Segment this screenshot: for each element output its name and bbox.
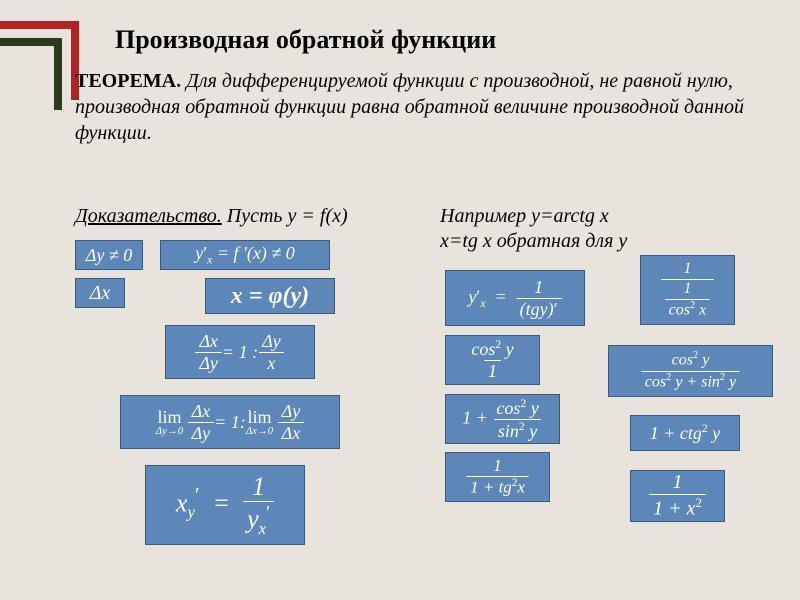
proof-line: Доказательство. Пусть y = f(x) bbox=[75, 205, 348, 228]
page-title: Производная обратной функции bbox=[115, 25, 496, 55]
txt: x bbox=[517, 478, 525, 497]
txt: 1 bbox=[669, 472, 687, 494]
txt: y bbox=[708, 423, 721, 443]
proof-body: Пусть y = f(x) bbox=[222, 205, 348, 227]
formula-box-ratio: ΔxΔy = 1 : Δy x bbox=[165, 325, 315, 379]
txt: y bbox=[247, 505, 259, 534]
txt: 1 + bbox=[462, 407, 492, 427]
formula-box-dx: Δx bbox=[75, 278, 125, 308]
txt: cos bbox=[672, 352, 693, 369]
txt: cos bbox=[669, 301, 690, 318]
txt: 1 + x bbox=[653, 498, 695, 520]
theorem-label: ТЕОРЕМА. bbox=[75, 70, 181, 92]
txt: x bbox=[176, 488, 188, 517]
formula-box-yx-tgy: y′x = 1(tgy)′ bbox=[445, 270, 585, 326]
txt: y bbox=[195, 243, 203, 263]
txt: x bbox=[695, 301, 706, 318]
formula-box-limit: limΔy→0 ΔxΔy = 1 : limΔx→0 ΔyΔx bbox=[120, 395, 340, 449]
txt: cos bbox=[471, 339, 495, 359]
formula-box-1-over-1tg2: 1 1 + tg2x bbox=[445, 452, 550, 502]
txt: 1 + ctg bbox=[650, 423, 702, 443]
txt: 1 + tg bbox=[470, 478, 512, 497]
example-sub: x=tg x обратная для y bbox=[440, 230, 627, 253]
formula-box-1-plus-cos-sin: 1 + cos2 y sin2 y bbox=[445, 394, 560, 444]
formula-box-compound-frac: 1 1 cos2 x bbox=[640, 255, 735, 325]
formula-box-x-phi-y: x = φ(y) bbox=[205, 278, 335, 314]
formula-box-yprime-neq-0: y′x = f ′(x) ≠ 0 bbox=[160, 240, 330, 270]
txt: = f ′(x) ≠ 0 bbox=[212, 243, 294, 263]
formula-box-cos2-over-1: cos2 y 1 bbox=[445, 335, 540, 385]
txt: y + sin bbox=[671, 373, 720, 390]
proof-label: Доказательство. bbox=[75, 205, 222, 227]
txt: 1 bbox=[489, 457, 506, 476]
txt: 1 bbox=[679, 281, 695, 299]
txt: y bbox=[501, 339, 514, 359]
formula-box-dy-neq-0: Δy ≠ 0 bbox=[75, 240, 143, 270]
txt: y bbox=[698, 352, 709, 369]
formula-box-result: xy′ = 1yx′ bbox=[145, 465, 305, 545]
theorem-text: ТЕОРЕМА. Для дифференцируемой функции с … bbox=[75, 68, 775, 146]
formula-box-1-ctg2: 1 + ctg2 y bbox=[630, 415, 740, 451]
txt: cos bbox=[645, 373, 666, 390]
txt: = 1 bbox=[214, 412, 240, 433]
example-line: Например y=arctg x bbox=[440, 205, 609, 228]
txt: 1 bbox=[679, 261, 695, 279]
txt: = 1 : bbox=[222, 342, 258, 363]
txt: y bbox=[725, 373, 736, 390]
formula-box-cos2-over-cos2sin2: cos2 y cos2 y + sin2 y bbox=[608, 345, 773, 397]
formula-box-1-over-1x2: 1 1 + x2 bbox=[630, 470, 725, 522]
